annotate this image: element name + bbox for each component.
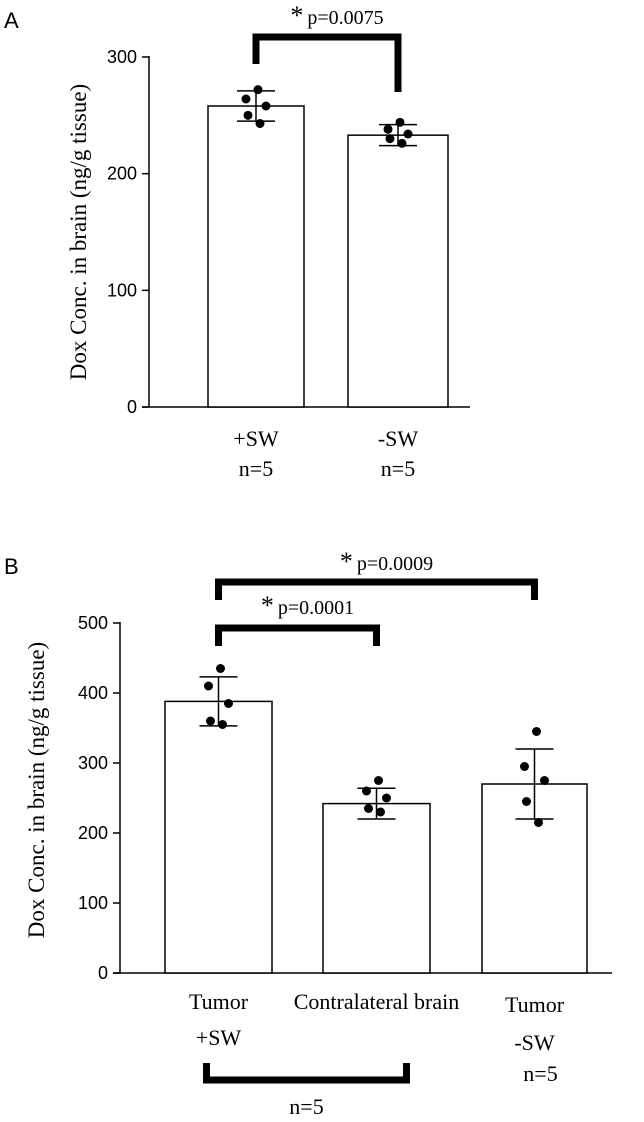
- p-value: p=0.0001: [278, 597, 354, 619]
- y-tick-label: 200: [107, 164, 137, 184]
- significance-label: * p=0.0001: [261, 591, 354, 620]
- chart-panel-A: A 0 100 200 300 Dox Conc. in brain (ng/g tiss…: [4, 1, 470, 481]
- x-category-label: Tumor: [505, 992, 565, 1017]
- chart-panel-B: B 0 100 200 300 400 500 Dox Conc. in brain (ng/…: [4, 547, 612, 1119]
- data-point: [206, 716, 215, 726]
- x-category-label: Contralateral brain: [294, 989, 460, 1014]
- n-label: n=5: [381, 456, 415, 481]
- y-tick-label: 100: [78, 893, 108, 913]
- data-point: [522, 797, 531, 806]
- n-label: n=5: [239, 456, 273, 481]
- data-point: [255, 119, 265, 128]
- significance-star: *: [340, 547, 353, 576]
- bar-2: [322, 802, 431, 974]
- data-point: [204, 681, 213, 691]
- data-point: [374, 776, 383, 785]
- y-tick-label: 500: [78, 613, 108, 633]
- significance-star: *: [261, 591, 274, 620]
- data-point: [532, 727, 541, 736]
- significance-star: *: [290, 1, 303, 30]
- significance-bracket: [215, 624, 380, 646]
- data-point: [224, 699, 233, 708]
- y-tick-label: 300: [78, 753, 108, 773]
- y-axis-label: Dox Conc. in brain (ng/g tissue): [24, 642, 49, 938]
- p-value: p=0.0075: [307, 7, 383, 29]
- data-point: [218, 720, 227, 729]
- data-point: [243, 110, 253, 120]
- y-tick-label: 200: [78, 823, 108, 843]
- significance-label: * p=0.0009: [340, 547, 433, 576]
- y-tick-label: 0: [127, 397, 137, 417]
- data-point: [383, 124, 393, 134]
- x-category-label: +SW: [196, 1025, 242, 1050]
- x-category-label: +SW: [233, 426, 279, 451]
- y-tick-label: 100: [107, 280, 137, 300]
- bar-2: [347, 134, 449, 408]
- x-category-label: Tumor: [189, 989, 249, 1014]
- data-point: [216, 664, 225, 673]
- significance-label: * p=0.0075: [290, 1, 383, 30]
- data-point: [395, 117, 405, 127]
- significance-bracket: [215, 578, 538, 600]
- data-point: [385, 134, 395, 144]
- data-point: [376, 807, 385, 817]
- data-point: [382, 793, 391, 803]
- y-tick-label: 0: [98, 963, 108, 983]
- data-point: [540, 776, 549, 785]
- data-point: [362, 786, 371, 796]
- data-point: [397, 138, 407, 148]
- group-n-label: n=5: [289, 1094, 323, 1119]
- x-category-label: -SW: [378, 426, 419, 451]
- data-point: [364, 804, 373, 813]
- data-point: [241, 94, 251, 104]
- data-point: [253, 85, 263, 95]
- panel-label: A: [4, 8, 19, 33]
- p-value: p=0.0009: [357, 553, 433, 575]
- bar-1: [207, 105, 305, 408]
- significance-bracket: [252, 33, 402, 92]
- bar-1: [164, 700, 273, 974]
- y-tick-label: 400: [78, 683, 108, 703]
- panel-label: B: [4, 554, 19, 579]
- data-point: [534, 818, 543, 827]
- x-category-label: -SW: [514, 1030, 555, 1055]
- y-tick-label: 300: [107, 47, 137, 67]
- n-label: n=5: [523, 1061, 557, 1086]
- data-point: [261, 101, 271, 111]
- group-n-bracket: [203, 1063, 410, 1084]
- data-point: [520, 762, 529, 771]
- data-point: [403, 129, 413, 139]
- y-axis-label: Dox Conc. in brain (ng/g tissue): [66, 84, 91, 380]
